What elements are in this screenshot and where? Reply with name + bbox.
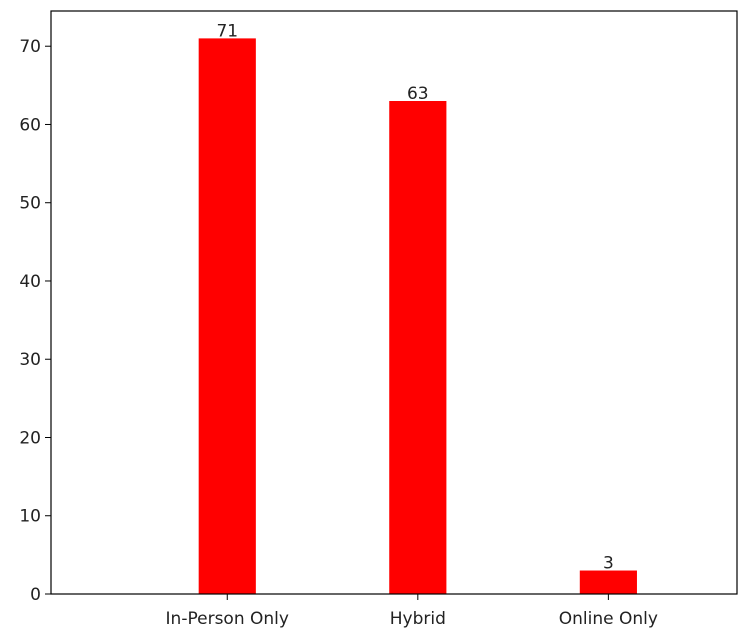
bar-value-label: 71	[216, 21, 238, 41]
y-tick-label: 60	[19, 115, 41, 135]
bar-value-label: 63	[407, 84, 429, 104]
y-tick-label: 0	[30, 585, 41, 605]
x-tick-label: Online Only	[559, 609, 658, 629]
y-tick-label: 20	[19, 428, 41, 448]
bar-online-only	[579, 570, 637, 594]
y-tick-label: 10	[19, 507, 41, 527]
data-labels: 71 63 3	[216, 21, 613, 573]
y-tick-label: 50	[19, 194, 41, 214]
bar-in-person-only	[198, 38, 256, 594]
bar-value-label: 3	[603, 554, 614, 574]
plot-frame	[50, 10, 738, 595]
x-tick-label: In-Person Only	[166, 609, 289, 629]
x-axis: In-Person Only Hybrid Online Only	[166, 594, 658, 629]
y-axis: 0 10 20 30 40 50 60 70	[19, 37, 51, 605]
bar-hybrid	[389, 100, 447, 594]
y-tick-label: 70	[19, 37, 41, 57]
y-tick-label: 30	[19, 350, 41, 370]
x-tick-label: Hybrid	[390, 609, 446, 629]
y-tick-label: 40	[19, 272, 41, 292]
bars	[198, 38, 637, 594]
